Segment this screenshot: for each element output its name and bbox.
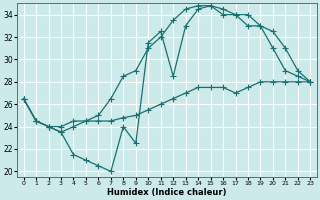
X-axis label: Humidex (Indice chaleur): Humidex (Indice chaleur) (107, 188, 227, 197)
